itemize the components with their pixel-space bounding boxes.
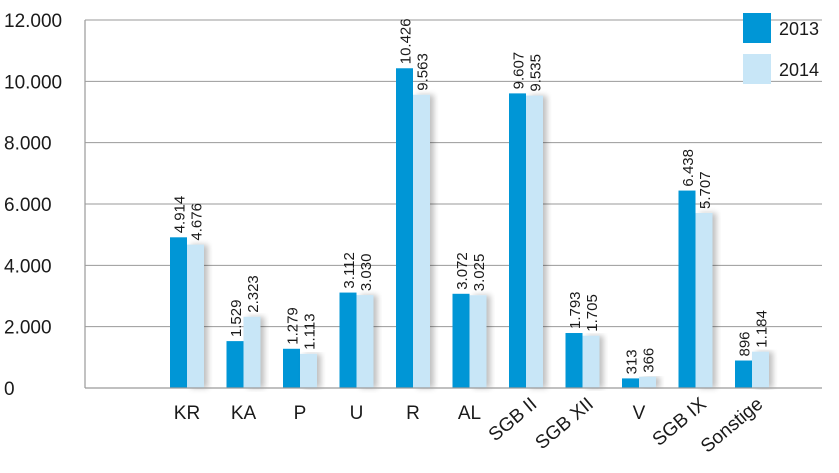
data-label: 6.438 — [680, 149, 697, 187]
bar-2013-sgb-ix — [678, 190, 696, 388]
data-label: 2.323 — [245, 275, 262, 313]
data-label: 9.607 — [511, 52, 528, 90]
bar-2014-p — [300, 353, 317, 388]
x-tick-label: P — [294, 403, 307, 424]
data-label: 9.535 — [528, 54, 545, 92]
bar-2014-kr — [187, 244, 204, 388]
x-tick-label: U — [350, 403, 364, 424]
data-label: 4.914 — [172, 196, 189, 234]
bar-2014-sonstige — [752, 351, 769, 388]
bar-2013-v — [622, 378, 639, 388]
data-label: 1.529 — [228, 300, 245, 338]
bar-2014-al — [469, 295, 487, 388]
legend-swatch-2014 — [743, 54, 771, 84]
data-label: 313 — [624, 349, 641, 374]
legend-label: 2013 — [779, 19, 819, 39]
data-label: 896 — [737, 331, 754, 356]
bar-2014-u — [356, 295, 374, 388]
x-tick-label: KA — [231, 403, 257, 424]
bar-2013-u — [339, 292, 357, 388]
y-tick-label: 10.000 — [4, 72, 62, 93]
data-label: 4.676 — [189, 203, 206, 241]
bar-2014-sgb-xii — [582, 335, 600, 388]
data-label: 1.793 — [567, 291, 584, 329]
bar-2013-kr — [170, 237, 187, 388]
bar-2014-ka — [243, 316, 261, 388]
data-label: 10.426 — [398, 18, 415, 64]
bar-2013-sgb-ii — [509, 93, 526, 389]
data-label: 3.030 — [358, 254, 375, 292]
data-label: 3.072 — [454, 252, 471, 290]
bars — [170, 68, 769, 389]
y-tick-label: 0 — [4, 379, 15, 400]
x-tick-label: Sonstige — [697, 394, 767, 458]
x-tick-label: R — [406, 403, 420, 424]
data-label: 5.707 — [697, 171, 714, 209]
x-tick-label: V — [633, 403, 646, 424]
bar-2013-sonstige — [735, 360, 752, 388]
y-tick-label: 12.000 — [4, 11, 62, 32]
legend-swatch-2013 — [743, 13, 771, 43]
legend: 2013 2014 — [743, 13, 819, 84]
legend-label: 2014 — [779, 60, 819, 80]
x-tick-label: KR — [174, 403, 200, 424]
bar-2014-r — [413, 94, 430, 388]
y-tick-label: 8.000 — [4, 134, 52, 155]
data-label: 1.184 — [754, 310, 771, 348]
x-tick-label: AL — [458, 403, 481, 424]
data-label: 3.112 — [341, 252, 358, 288]
bar-2013-p — [283, 348, 300, 388]
y-tick-label: 2.000 — [4, 318, 52, 339]
x-tick-label: SGB XII — [532, 394, 598, 454]
bar-2014-sgb-ix — [695, 212, 713, 388]
data-label: 9.563 — [415, 53, 432, 91]
y-axis-ticks: 0 2.000 4.000 6.000 8.000 10.000 12.000 — [4, 11, 62, 400]
y-tick-label: 6.000 — [4, 195, 52, 216]
bar-2013-al — [452, 293, 470, 388]
axis-lines — [84, 20, 822, 389]
bar-2013-sgb-xii — [565, 333, 583, 388]
data-label: 366 — [641, 348, 658, 373]
data-label: 3.025 — [471, 254, 488, 292]
data-label: 1.279 — [285, 307, 302, 345]
bar-2014-v — [639, 376, 656, 388]
bar-2013-ka — [226, 341, 244, 388]
bar-2014-sgb-ii — [526, 95, 543, 389]
bar-2013-r — [396, 68, 413, 388]
data-label: 1.113 — [302, 313, 319, 349]
y-tick-label: 4.000 — [4, 256, 52, 277]
data-label: 1.705 — [584, 294, 601, 332]
